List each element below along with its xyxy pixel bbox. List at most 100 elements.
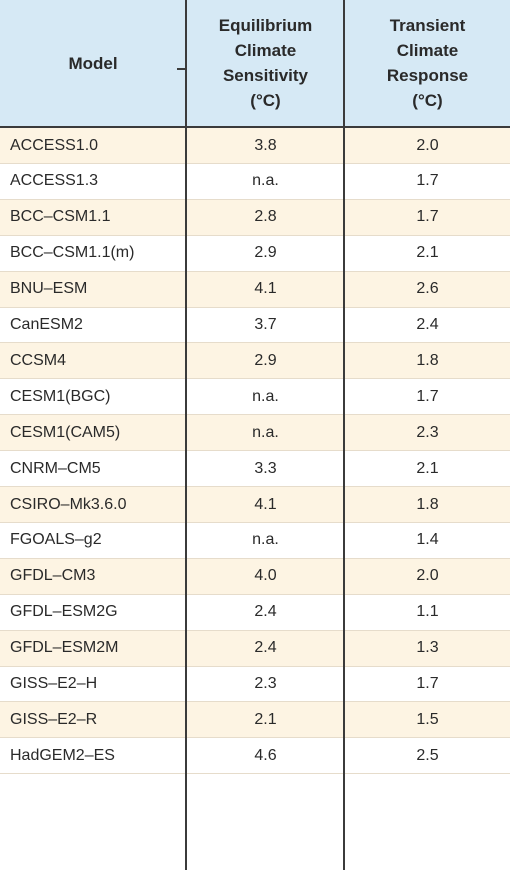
cell-ecs: 3.7 bbox=[254, 316, 277, 333]
header-ecs-line-3: Sensitivity bbox=[222, 66, 309, 85]
row-separator bbox=[0, 557, 510, 559]
header-rule bbox=[0, 126, 510, 128]
cell-model: CSIRO–Mk3.6.0 bbox=[10, 495, 127, 513]
cell-model: GFDL–ESM2M bbox=[10, 639, 119, 657]
row-separator bbox=[0, 486, 510, 487]
cell-tcr: 1.4 bbox=[416, 531, 439, 549]
table-row: CCSM4 2.9 1.8 bbox=[0, 343, 510, 379]
cell-model: CESM1(BGC) bbox=[10, 387, 111, 405]
cell-tcr: 1.7 bbox=[416, 208, 439, 226]
table-row: ACCESS1.0 3.8 2.0 bbox=[0, 128, 510, 163]
table-row: ACCESS1.3 n.a. 1.7 bbox=[0, 163, 510, 199]
table-row: GFDL–CM3 4.0 2.0 bbox=[0, 558, 510, 594]
cell-tcr: 2.0 bbox=[416, 567, 439, 585]
cell-ecs: 3.3 bbox=[254, 459, 277, 477]
cell-model: GISS–E2–R bbox=[10, 710, 98, 728]
row-separator bbox=[0, 701, 510, 703]
cell-tcr: 2.5 bbox=[416, 746, 439, 764]
cell-ecs: 4.1 bbox=[254, 495, 277, 513]
cell-model: GFDL–CM3 bbox=[10, 567, 96, 585]
cell-ecs: 2.8 bbox=[254, 208, 277, 226]
cell-tcr: 1.1 bbox=[416, 603, 439, 621]
cell-tcr: 2.1 bbox=[416, 459, 439, 477]
cell-tcr: 2.3 bbox=[416, 423, 439, 441]
header-model-label: Model bbox=[68, 53, 118, 73]
header-tick bbox=[177, 68, 187, 70]
table-row: BNU–ESM 4.1 2.6 bbox=[0, 271, 510, 307]
cell-tcr: 2.4 bbox=[416, 316, 439, 333]
cell-tcr: 2.0 bbox=[416, 136, 439, 154]
cell-model: BCC–CSM1.1 bbox=[10, 208, 111, 226]
cell-ecs: n.a. bbox=[252, 387, 279, 405]
row-separator bbox=[0, 629, 510, 631]
column-divider-2 bbox=[343, 0, 345, 870]
cell-ecs: 2.3 bbox=[254, 675, 277, 692]
row-separator bbox=[0, 306, 510, 308]
table-row: CESM1(CAM5) n.a. 2.3 bbox=[0, 415, 510, 451]
row-separator bbox=[0, 162, 510, 164]
column-divider-1 bbox=[185, 0, 187, 870]
row-separator bbox=[0, 521, 510, 523]
cell-ecs: 4.6 bbox=[254, 746, 277, 764]
cell-tcr: 1.7 bbox=[416, 387, 439, 405]
cell-model: HadGEM2–ES bbox=[10, 746, 115, 764]
cell-ecs: n.a. bbox=[252, 531, 279, 549]
cell-ecs: n.a. bbox=[252, 172, 279, 190]
cell-model: BCC–CSM1.1(m) bbox=[10, 244, 135, 262]
row-separator bbox=[0, 737, 510, 739]
cell-tcr: 1.8 bbox=[416, 495, 439, 513]
cell-model: CanESM2 bbox=[10, 316, 83, 333]
header-tcr-line-3: Response bbox=[386, 66, 469, 85]
table-row: BCC–CSM1.1(m) 2.9 2.1 bbox=[0, 235, 510, 271]
table-row: GFDL–ESM2G 2.4 1.1 bbox=[0, 594, 510, 630]
cell-tcr: 1.5 bbox=[416, 710, 439, 728]
table-row: CSIRO–Mk3.6.0 4.1 1.8 bbox=[0, 487, 510, 522]
row-separator bbox=[0, 665, 510, 667]
cell-tcr: 1.8 bbox=[416, 351, 439, 369]
table-row: BCC–CSM1.1 2.8 1.7 bbox=[0, 199, 510, 235]
row-separator bbox=[0, 198, 510, 200]
cell-ecs: 2.9 bbox=[254, 351, 277, 369]
cell-ecs: 3.8 bbox=[254, 136, 277, 154]
cell-ecs: 2.1 bbox=[254, 710, 277, 728]
header-tcr-line-4: (°C) bbox=[412, 91, 443, 110]
cell-model: CNRM–CM5 bbox=[10, 459, 101, 477]
header-ecs: Equilibrium Climate Sensitivity (°C) bbox=[187, 0, 344, 126]
cell-model: ACCESS1.3 bbox=[10, 172, 99, 190]
table-row: GISS–E2–R 2.1 1.5 bbox=[0, 702, 510, 738]
table-row: GISS–E2–H 2.3 1.7 bbox=[0, 666, 510, 702]
header-tcr: Transient Climate Response (°C) bbox=[345, 0, 510, 126]
header-model: Model bbox=[0, 0, 186, 126]
cell-ecs: 2.4 bbox=[254, 639, 277, 657]
row-separator bbox=[0, 414, 510, 416]
row-separator bbox=[0, 234, 510, 236]
table-header: Model Equilibrium Climate Sensitivity (°… bbox=[0, 0, 510, 126]
cell-model: BNU–ESM bbox=[10, 280, 88, 298]
cell-model: GISS–E2–H bbox=[10, 675, 98, 692]
cell-ecs: 4.0 bbox=[254, 567, 277, 585]
cell-ecs: 2.4 bbox=[254, 603, 277, 621]
table-row: CanESM2 3.7 2.4 bbox=[0, 307, 510, 343]
table-row: FGOALS–g2 n.a. 1.4 bbox=[0, 522, 510, 558]
header-ecs-line-4: (°C) bbox=[250, 91, 281, 110]
cell-tcr: 1.3 bbox=[416, 639, 439, 657]
table-row: CESM1(BGC) n.a. 1.7 bbox=[0, 379, 510, 415]
table-row: GFDL–ESM2M 2.4 1.3 bbox=[0, 630, 510, 666]
cell-tcr: 2.1 bbox=[416, 244, 439, 262]
header-ecs-line-2: Climate bbox=[234, 41, 297, 60]
row-separator bbox=[0, 593, 510, 595]
header-ecs-line-1: Equilibrium bbox=[218, 16, 313, 35]
row-separator bbox=[0, 342, 510, 344]
cell-tcr: 2.6 bbox=[416, 280, 439, 298]
cell-model: ACCESS1.0 bbox=[10, 136, 99, 154]
cell-ecs: 2.9 bbox=[254, 244, 277, 262]
cell-ecs: n.a. bbox=[252, 423, 279, 441]
cell-ecs: 4.1 bbox=[254, 280, 277, 298]
row-separator bbox=[0, 450, 510, 452]
row-separator bbox=[0, 270, 510, 272]
header-tcr-line-1: Transient bbox=[389, 16, 466, 35]
table-row: HadGEM2–ES 4.6 2.5 bbox=[0, 738, 510, 774]
table-row: CNRM–CM5 3.3 2.1 bbox=[0, 451, 510, 487]
row-separator bbox=[0, 378, 510, 380]
